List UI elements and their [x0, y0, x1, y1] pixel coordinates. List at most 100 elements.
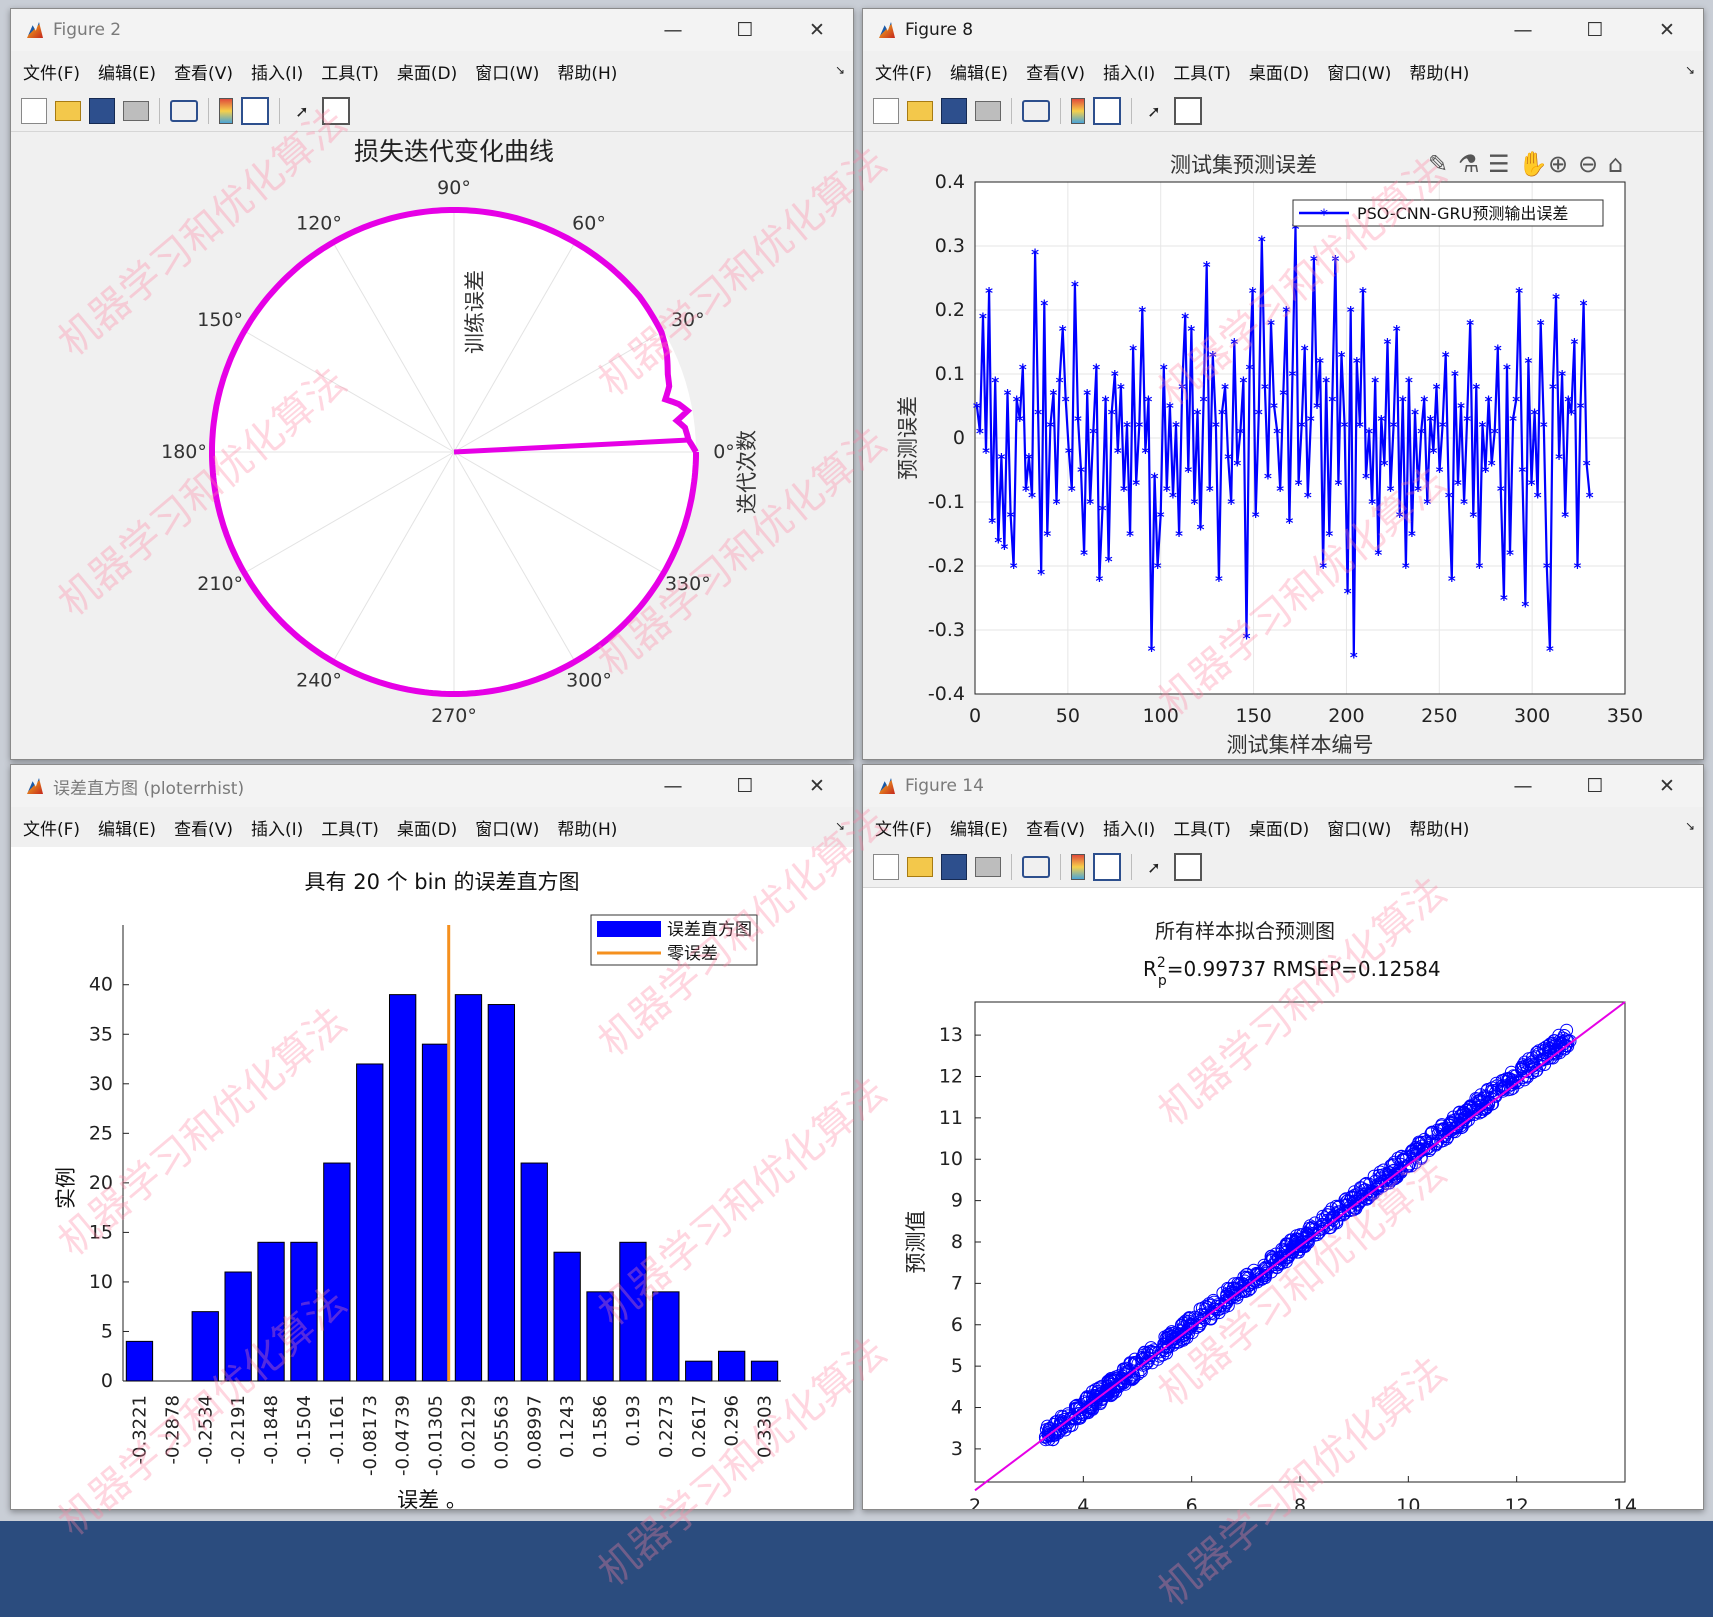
property-inspector-icon[interactable]: [1174, 97, 1202, 125]
error-point: *: [1485, 393, 1493, 411]
close-button[interactable]: ✕: [1659, 19, 1675, 41]
error-point: *: [1074, 412, 1082, 430]
menu-view[interactable]: 查看(V): [174, 819, 233, 840]
open-file-icon[interactable]: [55, 101, 81, 121]
title-bar[interactable]: Figure 14 — ☐ ✕: [863, 765, 1703, 807]
menu-insert[interactable]: 插入(I): [1102, 63, 1156, 84]
minimize-button[interactable]: —: [663, 19, 683, 41]
menu-edit[interactable]: 编辑(E): [950, 63, 1009, 84]
menu-desktop[interactable]: 桌面(D): [1248, 819, 1310, 840]
figure-14-window[interactable]: Figure 14 — ☐ ✕ 文件(F) 编辑(E) 查看(V) 插入(I) …: [862, 764, 1704, 1510]
menu-edit[interactable]: 编辑(E): [98, 63, 157, 84]
colorbar-icon[interactable]: [1071, 98, 1085, 124]
legend-icon[interactable]: [1093, 853, 1121, 881]
property-inspector-icon[interactable]: [1174, 853, 1202, 881]
title-bar[interactable]: Figure 8 — ☐ ✕: [863, 9, 1703, 51]
edit-plot-arrow-icon[interactable]: ➚: [1147, 101, 1161, 121]
maximize-button[interactable]: ☐: [736, 775, 754, 797]
maximize-button[interactable]: ☐: [1586, 775, 1604, 797]
dock-arrow-icon[interactable]: ↘: [834, 63, 845, 77]
error-point: *: [1531, 405, 1539, 423]
minimize-button[interactable]: —: [1513, 19, 1533, 41]
edit-plot-arrow-icon[interactable]: ➚: [1147, 857, 1161, 877]
menu-view[interactable]: 查看(V): [174, 63, 233, 84]
menu-tools[interactable]: 工具(T): [1173, 63, 1231, 84]
open-file-icon[interactable]: [907, 101, 933, 121]
menu-window[interactable]: 窗口(W): [475, 63, 540, 84]
menu-insert[interactable]: 插入(I): [250, 819, 304, 840]
maximize-button[interactable]: ☐: [736, 19, 754, 41]
edit-plot-arrow-icon[interactable]: ➚: [295, 101, 309, 121]
error-histogram-window[interactable]: 误差直方图 (ploterrhist) — ☐ ✕ 文件(F) 编辑(E) 查看…: [10, 764, 854, 1510]
title-bar[interactable]: Figure 2 — ☐ ✕: [11, 9, 853, 51]
menu-desktop[interactable]: 桌面(D): [1248, 63, 1310, 84]
close-button[interactable]: ✕: [1659, 775, 1675, 797]
menu-desktop[interactable]: 桌面(D): [396, 63, 458, 84]
save-icon[interactable]: [941, 854, 967, 880]
error-point: *: [1141, 444, 1149, 462]
menu-insert[interactable]: 插入(I): [250, 63, 304, 84]
menu-edit[interactable]: 编辑(E): [98, 819, 157, 840]
menu-file[interactable]: 文件(F): [23, 819, 81, 840]
window-title: 误差直方图 (ploterrhist): [53, 778, 245, 799]
dock-arrow-icon[interactable]: ↘: [834, 819, 845, 833]
error-point: *: [1546, 642, 1554, 660]
open-file-icon[interactable]: [907, 857, 933, 877]
x-tick-label: 250: [1421, 705, 1457, 727]
menu-help[interactable]: 帮助(H): [557, 63, 618, 84]
figure-2-window[interactable]: Figure 2 — ☐ ✕ 文件(F) 编辑(E) 查看(V) 插入(I) 工…: [10, 8, 854, 760]
new-figure-icon[interactable]: [873, 98, 899, 124]
property-inspector-icon[interactable]: [322, 97, 350, 125]
error-point: *: [1374, 546, 1382, 564]
menu-insert[interactable]: 插入(I): [1102, 819, 1156, 840]
print-icon[interactable]: [975, 101, 1001, 121]
menu-view[interactable]: 查看(V): [1026, 819, 1085, 840]
polar-tick-label: 300°: [566, 670, 612, 692]
new-figure-icon[interactable]: [873, 854, 899, 880]
menu-help[interactable]: 帮助(H): [557, 819, 618, 840]
scatter-point: [1047, 1426, 1061, 1440]
menu-window[interactable]: 窗口(W): [1327, 819, 1392, 840]
print-icon[interactable]: [123, 101, 149, 121]
menu-file[interactable]: 文件(F): [875, 63, 933, 84]
menu-file[interactable]: 文件(F): [875, 819, 933, 840]
menu-tools[interactable]: 工具(T): [321, 819, 379, 840]
error-point: *: [1328, 393, 1336, 411]
print-icon[interactable]: [975, 857, 1001, 877]
link-plot-icon[interactable]: [170, 100, 198, 122]
maximize-button[interactable]: ☐: [1586, 19, 1604, 41]
legend-icon[interactable]: [241, 97, 269, 125]
figure-8-window[interactable]: Figure 8 — ☐ ✕ 文件(F) 编辑(E) 查看(V) 插入(I) 工…: [862, 8, 1704, 760]
minimize-button[interactable]: —: [1513, 775, 1533, 797]
legend-label: PSO-CNN-GRU预测输出误差: [1357, 204, 1568, 223]
menu-help[interactable]: 帮助(H): [1409, 819, 1470, 840]
y-tick-label: 8: [951, 1231, 963, 1253]
menu-tools[interactable]: 工具(T): [321, 63, 379, 84]
dock-arrow-icon[interactable]: ↘: [1684, 63, 1695, 77]
close-button[interactable]: ✕: [809, 775, 825, 797]
menu-tools[interactable]: 工具(T): [1173, 819, 1231, 840]
close-button[interactable]: ✕: [809, 19, 825, 41]
new-figure-icon[interactable]: [21, 98, 47, 124]
colorbar-icon[interactable]: [1071, 854, 1085, 880]
menu-edit[interactable]: 编辑(E): [950, 819, 1009, 840]
menu-desktop[interactable]: 桌面(D): [396, 819, 458, 840]
legend-icon[interactable]: [1093, 97, 1121, 125]
menu-window[interactable]: 窗口(W): [1327, 63, 1392, 84]
save-icon[interactable]: [89, 98, 115, 124]
minimize-button[interactable]: —: [663, 775, 683, 797]
scatter-point: [1390, 1169, 1404, 1183]
title-bar[interactable]: 误差直方图 (ploterrhist) — ☐ ✕: [11, 765, 853, 807]
dock-arrow-icon[interactable]: ↘: [1684, 819, 1695, 833]
scatter-point: [1379, 1167, 1393, 1181]
menu-file[interactable]: 文件(F): [23, 63, 81, 84]
save-icon[interactable]: [941, 98, 967, 124]
link-plot-icon[interactable]: [1022, 100, 1050, 122]
menu-window[interactable]: 窗口(W): [475, 819, 540, 840]
menu-view[interactable]: 查看(V): [1026, 63, 1085, 84]
menu-help[interactable]: 帮助(H): [1409, 63, 1470, 84]
error-point: *: [1077, 463, 1085, 481]
link-plot-icon[interactable]: [1022, 856, 1050, 878]
scatter-point: [1101, 1374, 1115, 1388]
colorbar-icon[interactable]: [219, 98, 233, 124]
